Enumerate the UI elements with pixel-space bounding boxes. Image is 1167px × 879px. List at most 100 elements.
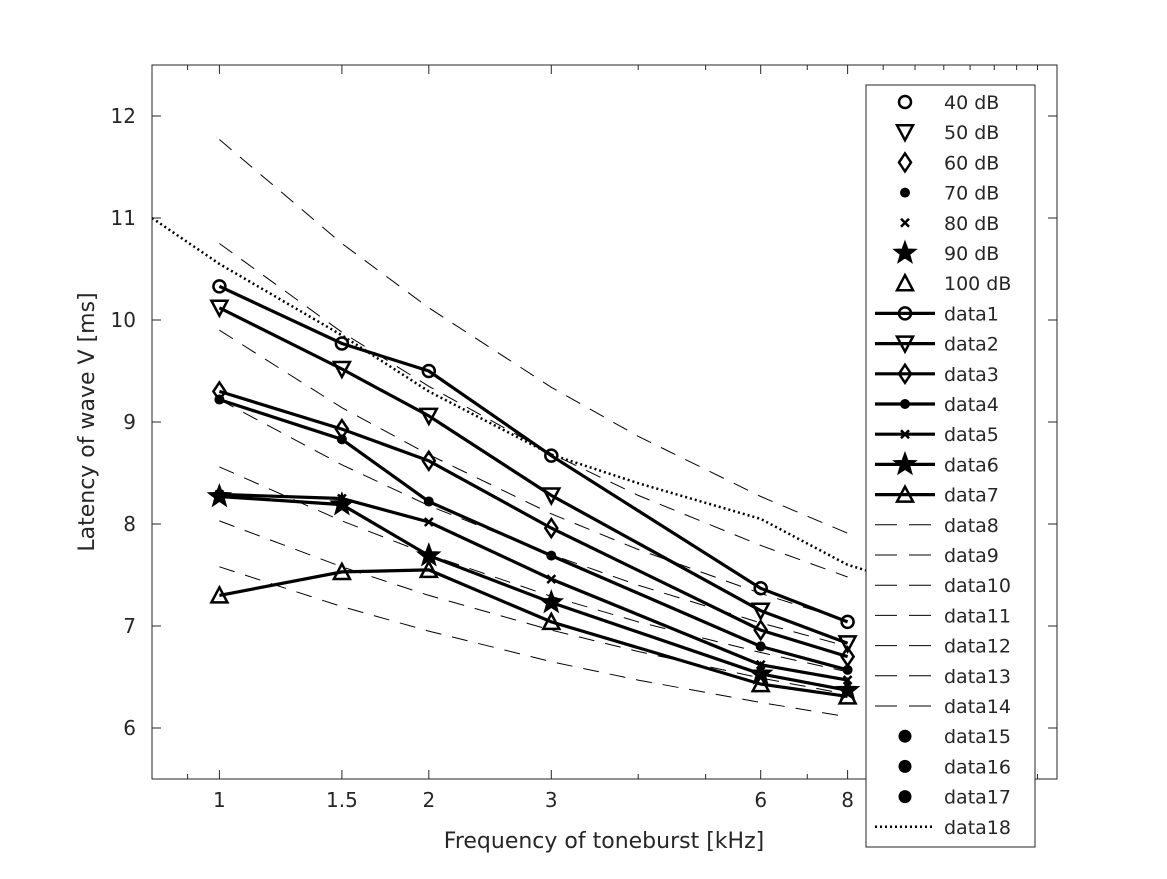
y-tick-label: 8 — [123, 512, 136, 536]
series-group — [152, 139, 1034, 747]
legend-marker — [900, 399, 910, 409]
data-point-data2 — [541, 487, 562, 507]
legend-label: 60 dB — [944, 152, 999, 174]
data-point-data2 — [209, 299, 230, 319]
series-line-data7 — [219, 568, 848, 698]
data-point-data4 — [214, 394, 225, 405]
legend-label: data16 — [944, 756, 1011, 778]
legend-label: data11 — [944, 605, 1011, 627]
legend-marker — [897, 151, 913, 174]
series-line-data11 — [219, 399, 848, 647]
legend-marker — [897, 94, 913, 110]
legend-marker — [898, 790, 912, 804]
legend-marker — [892, 450, 918, 476]
data-point-data6 — [538, 589, 565, 614]
legend-label: data2 — [944, 334, 999, 356]
plot-area — [152, 139, 1034, 747]
data-point-data1 — [334, 336, 350, 351]
x-tick-label: 8 — [841, 788, 854, 812]
legend-label: 80 dB — [944, 213, 999, 235]
series-line-data6 — [219, 494, 848, 692]
data-point-data1 — [212, 279, 227, 294]
data-point-data4 — [423, 496, 434, 507]
legend: 40 dB 50 dB 60 dB 70 dB 80 dB 90 dB 100 dB data… — [865, 84, 1036, 848]
data-point-data2 — [418, 407, 439, 427]
data-point-data5 — [423, 517, 434, 527]
legend-marker — [894, 335, 916, 355]
legend-label: data7 — [944, 485, 999, 507]
data-point-data7 — [541, 611, 562, 631]
y-tick-label: 7 — [123, 614, 136, 638]
data-point-data7 — [209, 584, 230, 604]
data-point-data1 — [753, 581, 768, 596]
y-tick-label: 12 — [111, 104, 136, 128]
axes: 1 1.5 2 3 6 8 6 7 8 9 10 11 12 — [111, 64, 1058, 812]
x-tick-label: 1 — [213, 788, 226, 812]
data-point-data7 — [750, 673, 771, 693]
data-point-data7 — [837, 685, 858, 705]
legend-marker — [894, 123, 916, 143]
y-axis-label: Latency of wave V [ms] — [75, 292, 100, 551]
legend-marker — [900, 429, 910, 440]
data-point-data2 — [331, 360, 352, 380]
x-tick-label: 3 — [545, 788, 558, 812]
data-point-data1 — [840, 614, 855, 630]
data-point-data2 — [837, 635, 858, 654]
series-line-data2 — [218, 306, 849, 645]
x-tick-label: 6 — [754, 788, 767, 812]
legend-marker — [898, 759, 912, 773]
legend-label: data5 — [944, 424, 999, 446]
y-tick-label: 9 — [123, 410, 136, 434]
legend-label: data18 — [944, 817, 1011, 839]
data-point-data5 — [546, 574, 557, 584]
series-line-data18 — [152, 216, 916, 587]
x-tick-label: 1.5 — [326, 788, 358, 812]
data-point-data3 — [421, 449, 437, 473]
y-tick-label: 6 — [123, 716, 136, 740]
legend-marker — [900, 187, 910, 198]
data-point-data6 — [206, 483, 233, 508]
data-point-data1 — [421, 363, 437, 379]
series-line-data5 — [219, 492, 848, 682]
legend-label: data1 — [944, 303, 999, 325]
data-point-data3 — [543, 516, 559, 540]
legend-label: 50 dB — [944, 122, 999, 144]
legend-label: data4 — [944, 394, 999, 416]
legend-marker — [892, 239, 918, 264]
legend-label: data12 — [944, 636, 1011, 658]
legend-marker — [897, 306, 913, 321]
data-point-data4 — [546, 550, 557, 561]
series-line-data8 — [219, 139, 848, 534]
y-tick-label: 11 — [111, 206, 136, 230]
legend-label: data8 — [944, 515, 999, 537]
legend-marker — [897, 362, 913, 386]
legend-marker — [894, 483, 916, 503]
series-line-data4 — [218, 398, 849, 672]
x-axis-label: Frequency of toneburst [kHz] — [444, 829, 764, 854]
series-line-data3 — [218, 389, 849, 659]
legend-label: 70 dB — [944, 183, 999, 205]
legend-marker — [898, 729, 912, 743]
legend-label: data13 — [944, 666, 1011, 688]
legend-marker — [900, 217, 910, 228]
legend-label: 40 dB — [944, 92, 999, 114]
data-point-data4 — [336, 434, 347, 445]
data-point-data2 — [750, 602, 771, 622]
data-point-data4 — [755, 641, 766, 652]
data-point-data3 — [753, 618, 769, 642]
legend-label: data3 — [944, 364, 999, 386]
data-point-data7 — [418, 559, 439, 579]
series-line-data1 — [218, 284, 849, 624]
legend-label: data17 — [944, 787, 1011, 809]
legend-label: 100 dB — [944, 273, 1011, 295]
legend-label: data10 — [944, 575, 1011, 597]
legend-label: data6 — [944, 454, 999, 476]
legend-label: data9 — [944, 545, 999, 567]
legend-label: data15 — [944, 726, 1011, 748]
data-point-data4 — [842, 664, 853, 675]
data-point-data6 — [329, 491, 355, 516]
legend-label: data14 — [944, 696, 1011, 718]
y-tick-label: 10 — [111, 308, 136, 332]
